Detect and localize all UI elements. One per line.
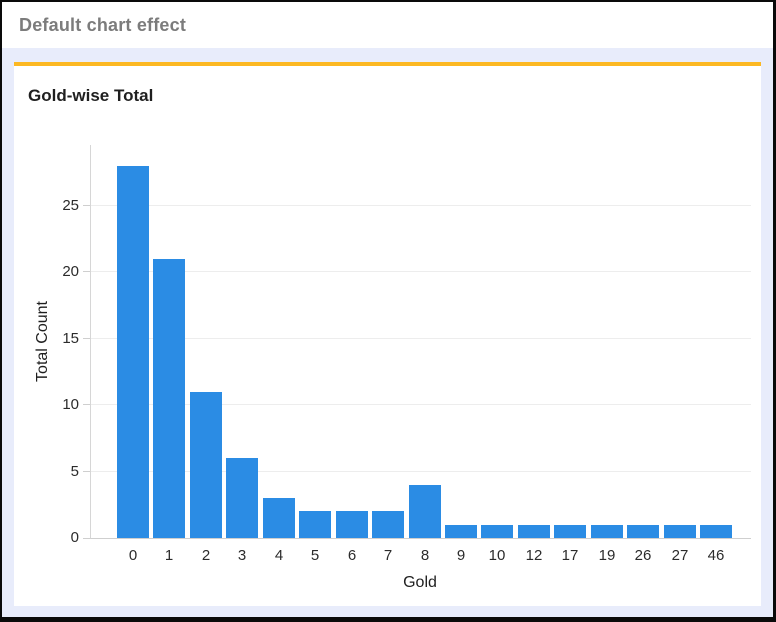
y-axis-tickmark — [83, 337, 90, 339]
y-axis-tickmark — [83, 271, 90, 273]
x-tick-label: 17 — [561, 547, 579, 564]
gridline — [91, 271, 751, 273]
gridline — [91, 404, 751, 406]
y-axis-tickmark — [83, 205, 90, 207]
bar-17[interactable] — [554, 525, 586, 538]
x-tick-label: 1 — [164, 547, 174, 564]
y-axis-tickmark — [83, 470, 90, 472]
x-tick-label: 10 — [488, 547, 506, 564]
bar-4[interactable] — [263, 498, 295, 538]
y-axis-tickmark — [83, 404, 90, 406]
bar-7[interactable] — [372, 511, 404, 538]
x-tick-label: 3 — [237, 547, 247, 564]
x-tick-label: 0 — [128, 547, 138, 564]
x-tick-label: 5 — [310, 547, 320, 564]
bar-3[interactable] — [226, 458, 258, 538]
x-tick-label: 9 — [456, 547, 466, 564]
gridline — [91, 205, 751, 207]
x-tick-label: 27 — [671, 547, 689, 564]
page-title: Default chart effect — [19, 14, 187, 35]
content-area: Gold-wise Total Total Count 0 5 10 15 20 25 0 1… — [2, 48, 773, 617]
x-tick-label: 19 — [598, 547, 616, 564]
bar-26[interactable] — [627, 525, 659, 538]
chart-title: Gold-wise Total — [28, 86, 154, 105]
gridline — [91, 470, 751, 472]
x-tick-label: 8 — [420, 547, 430, 564]
bar-10[interactable] — [481, 525, 513, 538]
bar-1[interactable] — [153, 259, 185, 538]
bar-5[interactable] — [299, 511, 331, 538]
plot-area: 0 5 10 15 20 25 0 1 2 3 4 5 6 7 8 9 10 12 17 19 26 27 46 — [62, 145, 751, 564]
y-tick-label: 25 — [62, 197, 79, 215]
page-header: Default chart effect — [2, 2, 773, 48]
x-tick-label: 2 — [201, 547, 211, 564]
y-axis-tickmark — [83, 538, 90, 539]
bar-2[interactable] — [190, 392, 222, 538]
y-tick-label: 20 — [62, 263, 79, 281]
bar-6[interactable] — [336, 511, 368, 538]
chart-panel: Gold-wise Total Total Count 0 5 10 15 20 25 0 1… — [14, 62, 761, 606]
bar-27[interactable] — [664, 525, 696, 538]
bar-12[interactable] — [518, 525, 550, 538]
x-tick-label: 7 — [383, 547, 393, 564]
gridline — [91, 337, 751, 339]
y-tick-label: 5 — [70, 462, 79, 480]
x-tick-label: 4 — [274, 547, 284, 564]
bar-9[interactable] — [445, 525, 477, 538]
x-tick-label: 12 — [525, 547, 543, 564]
x-tick-label: 46 — [707, 547, 725, 564]
x-tick-label: 26 — [634, 547, 652, 564]
x-axis-title: Gold — [403, 574, 437, 591]
bar-8[interactable] — [409, 485, 441, 538]
y-tick-label: 15 — [62, 329, 79, 347]
bar-46[interactable] — [700, 525, 732, 538]
bar-19[interactable] — [591, 525, 623, 538]
bar-0[interactable] — [117, 166, 149, 538]
y-tick-label: 10 — [62, 396, 79, 414]
y-tick-label: 0 — [70, 529, 79, 546]
x-tick-label: 6 — [347, 547, 357, 564]
